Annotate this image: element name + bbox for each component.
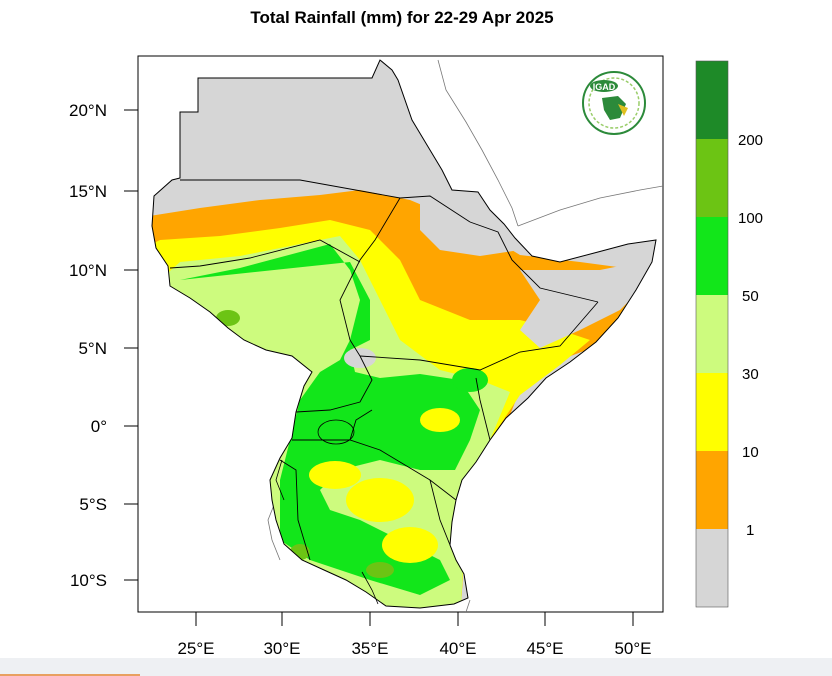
- logo-text: IGAD: [593, 82, 616, 92]
- lat-labels: 20°N 15°N 10°N 5°N 0° 5°S 10°S: [69, 101, 107, 590]
- map-title: Total Rainfall (mm) for 22-29 Apr 2025: [250, 8, 554, 27]
- lon-label-50e: 50°E: [614, 639, 651, 658]
- bottom-accent: [0, 674, 140, 676]
- lon-labels: 25°E 30°E 35°E 40°E 45°E 50°E: [177, 639, 651, 658]
- lat-ticks: [124, 109, 138, 581]
- coastline-lines: [267, 59, 664, 613]
- legend-swatch-4: [696, 373, 728, 451]
- logo-banner: [590, 80, 618, 92]
- lon-ticks: [195, 612, 634, 626]
- lat-label-5n: 5°N: [78, 339, 107, 358]
- region-outline: [151, 59, 657, 609]
- lon-label-35e: 35°E: [351, 639, 388, 658]
- lat-label-20n: 20°N: [69, 101, 107, 120]
- lon-label-45e: 45°E: [526, 639, 563, 658]
- lat-label-0: 0°: [91, 417, 107, 436]
- legend-swatch-3: [696, 295, 728, 373]
- legend-label-100: 100: [738, 210, 763, 227]
- legend-swatch-6: [696, 529, 728, 607]
- legend-outline: [695, 60, 729, 608]
- lon-label-30e: 30°E: [263, 639, 300, 658]
- lon-label-40e: 40°E: [439, 639, 476, 658]
- lat-label-15n: 15°N: [69, 182, 107, 201]
- lat-label-10s: 10°S: [70, 571, 107, 590]
- legend-swatch-0: [696, 61, 728, 139]
- legend-label-50: 50: [742, 288, 759, 305]
- bottom-strip: [0, 658, 832, 676]
- legend-label-200: 200: [738, 132, 763, 149]
- country-borders: [169, 179, 599, 561]
- legend-label-10: 10: [742, 444, 759, 461]
- lat-label-5s: 5°S: [79, 495, 107, 514]
- legend-colorbar: [695, 60, 729, 608]
- legend-label-1: 1: [746, 522, 754, 539]
- lon-label-25e: 25°E: [177, 639, 214, 658]
- igad-logo: IGAD: [577, 66, 651, 140]
- lat-label-10n: 10°N: [69, 261, 107, 280]
- legend-labels: 200 100 50 30 10 1: [738, 132, 763, 539]
- legend-swatch-2: [696, 217, 728, 295]
- lakes: [275, 419, 379, 605]
- legend-swatch-5: [696, 451, 728, 529]
- legend-swatch-1: [696, 139, 728, 217]
- legend-label-30: 30: [742, 366, 759, 383]
